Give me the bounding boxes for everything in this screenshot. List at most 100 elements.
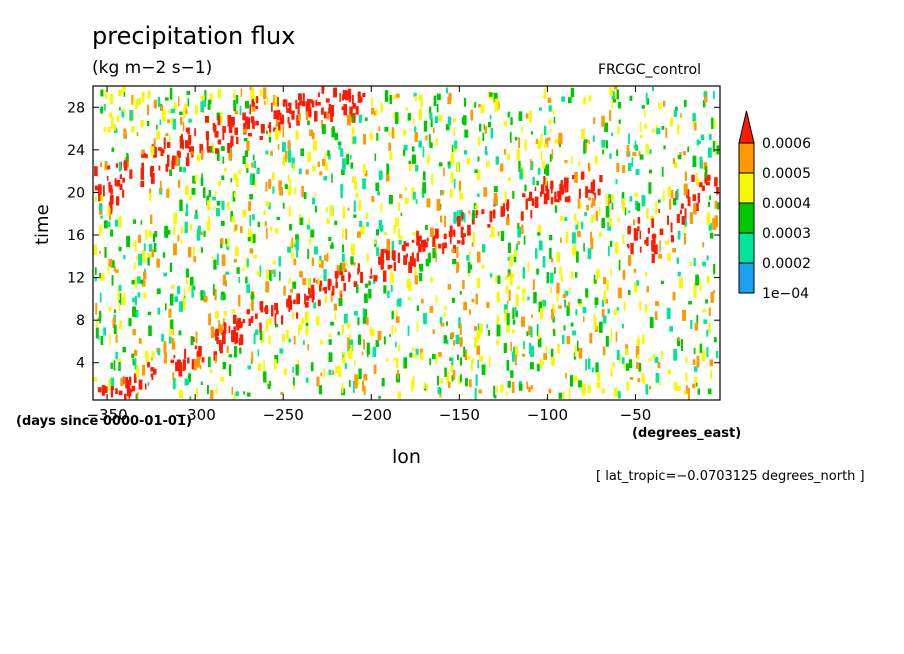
precip-cell [190, 146, 194, 153]
precip-cell [307, 120, 310, 126]
precip-cell [283, 154, 286, 167]
precip-cell [564, 217, 568, 222]
precip-cell [246, 258, 249, 267]
precip-cell [311, 296, 314, 303]
precip-cell [639, 134, 643, 138]
precip-cell [554, 267, 556, 274]
precip-cell [148, 243, 153, 252]
chart-title: precipitation flux [92, 22, 296, 50]
precip-cell [530, 161, 534, 171]
precip-cell [693, 286, 697, 298]
y-tick-label: 8 [76, 313, 85, 329]
precip-cell [134, 309, 139, 318]
precip-cell [168, 336, 172, 344]
precip-cell [461, 212, 464, 220]
precip-cell [136, 132, 139, 137]
precip-cell [364, 293, 368, 303]
precip-cell [418, 94, 423, 101]
precip-cell [393, 224, 396, 234]
precip-cell [111, 386, 114, 391]
precip-cell [158, 147, 162, 151]
precip-cell [419, 348, 423, 356]
precip-cell [676, 338, 681, 346]
precip-cell [118, 362, 121, 372]
precip-cell [435, 295, 438, 304]
precip-cell [268, 133, 271, 143]
x-tick-label: −50 [620, 406, 652, 424]
precip-cell [559, 215, 564, 222]
precip-cell [265, 150, 269, 155]
precip-cell [616, 349, 620, 360]
precip-cell [173, 354, 176, 359]
precip-cell [265, 319, 269, 332]
precip-cell [366, 253, 369, 262]
precip-cell [646, 286, 649, 293]
precip-cell [103, 327, 107, 336]
precip-cell [447, 284, 451, 290]
colorbar-label: 0.0002 [762, 256, 811, 272]
precip-cell [528, 342, 532, 355]
precip-cell [161, 334, 164, 342]
precip-cell [677, 386, 681, 391]
precip-cell [115, 334, 118, 343]
precip-cell [447, 116, 452, 126]
precip-cell [463, 97, 467, 107]
precip-cell [443, 312, 447, 317]
precip-cell [213, 206, 216, 211]
precip-cell [513, 346, 515, 355]
precip-cell [171, 284, 175, 289]
precip-cell [706, 212, 711, 225]
precip-cell [282, 142, 286, 152]
precip-cell [116, 196, 120, 206]
precip-cell [451, 332, 455, 338]
precip-cell [100, 273, 105, 281]
precip-cell [108, 258, 113, 267]
precip-cell [338, 365, 342, 377]
precip-cell [181, 133, 183, 144]
precip-cell [266, 130, 268, 134]
precip-cell [268, 202, 271, 210]
chart-units: (kg m−2 s−1) [92, 58, 213, 78]
precip-cell [670, 222, 673, 233]
precip-cell [214, 288, 217, 301]
precip-cell [512, 319, 516, 325]
precip-cell [536, 268, 539, 275]
precip-cell [328, 333, 332, 337]
precip-cell [432, 354, 436, 360]
precip-cell [290, 288, 293, 293]
precip-cell [378, 219, 383, 229]
precip-cell [514, 249, 517, 257]
precip-cell [211, 256, 214, 260]
precip-cell [434, 243, 437, 252]
precip-cell [248, 318, 251, 326]
precip-cell [250, 294, 255, 299]
precip-cell [330, 321, 334, 326]
precip-cell [218, 320, 220, 332]
precip-cell [191, 359, 195, 370]
precip-cell [637, 354, 640, 360]
precip-cell [683, 233, 687, 245]
precip-cell [544, 87, 546, 94]
precip-cell [270, 271, 273, 282]
precip-cell [147, 311, 152, 316]
precip-cell [594, 279, 597, 284]
precip-cell [322, 158, 326, 167]
precip-cell [191, 285, 194, 298]
precip-cell [235, 391, 240, 396]
precip-cell [651, 128, 655, 133]
precip-cell [152, 233, 156, 243]
precip-cell [714, 150, 717, 155]
precip-cell [556, 282, 560, 294]
precip-cell [695, 274, 700, 286]
precip-cell [223, 168, 228, 172]
precip-cell [458, 317, 461, 329]
precip-cell [148, 325, 152, 336]
precip-cell [683, 390, 687, 395]
precip-cell [287, 150, 292, 163]
precip-cell [403, 144, 408, 151]
precip-cell [288, 206, 291, 217]
precip-cell [513, 253, 517, 263]
precip-cell [220, 295, 223, 300]
precip-cell [628, 133, 630, 145]
precip-cell [711, 117, 714, 129]
